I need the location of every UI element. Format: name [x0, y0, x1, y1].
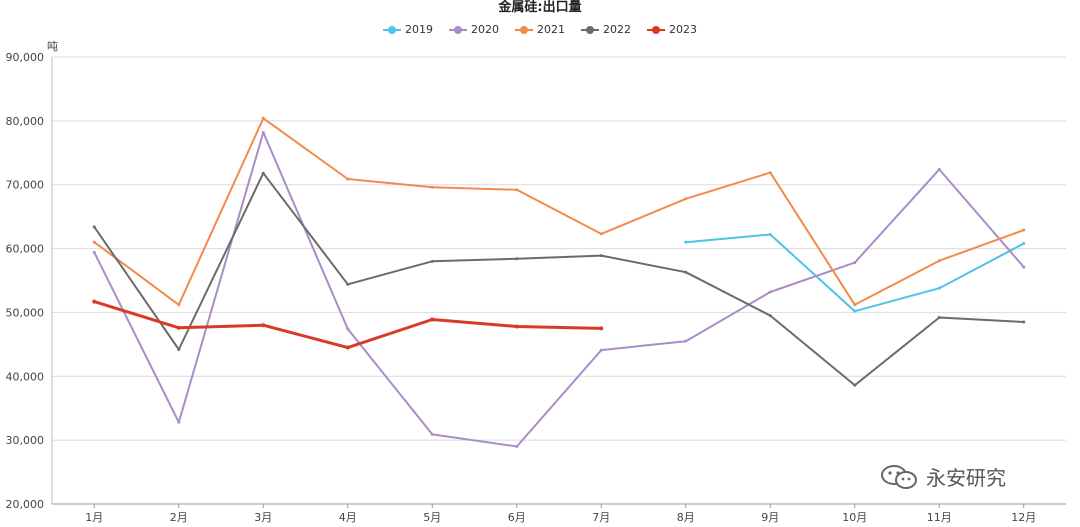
x-tick-label: 2月 [170, 511, 188, 524]
data-point-2021 [92, 240, 96, 244]
data-point-2021 [1022, 228, 1026, 232]
legend-item-2019[interactable]: 2019 [383, 23, 433, 36]
watermark-text: 永安研究 [926, 466, 1006, 490]
y-tick-label: 50,000 [6, 306, 45, 319]
data-point-2020 [346, 327, 350, 331]
y-tick-label: 60,000 [6, 243, 45, 256]
data-point-2020 [92, 250, 96, 254]
data-point-2023 [345, 345, 350, 350]
data-point-2020 [684, 339, 688, 343]
legend-swatch [383, 25, 401, 35]
y-tick-label: 70,000 [6, 179, 45, 192]
data-point-2020 [599, 348, 603, 352]
y-tick-label: 80,000 [6, 115, 45, 128]
x-tick-label: 9月 [761, 511, 779, 524]
data-point-2021 [684, 197, 688, 201]
x-tick-label: 7月 [592, 511, 610, 524]
legend-swatch [449, 25, 467, 35]
data-point-2019 [853, 309, 857, 313]
data-point-2023 [599, 326, 604, 331]
data-point-2023 [92, 299, 97, 304]
chart-title: 金属硅:出口量 [498, 0, 582, 15]
x-tick-label: 3月 [254, 511, 272, 524]
data-point-2022 [599, 254, 603, 258]
legend-label: 2022 [603, 23, 631, 36]
data-point-2021 [430, 185, 434, 189]
watermark: 永安研究 [880, 462, 1006, 491]
legend-swatch [647, 25, 665, 35]
data-point-2021 [853, 303, 857, 307]
data-point-2023 [430, 317, 435, 322]
data-point-2023 [261, 323, 266, 328]
data-point-2020 [430, 432, 434, 436]
legend-swatch [581, 25, 599, 35]
data-point-2023 [514, 324, 519, 329]
data-point-2022 [92, 225, 96, 229]
x-tick-label: 4月 [339, 511, 357, 524]
data-point-2020 [768, 290, 772, 294]
legend-label: 2023 [669, 23, 697, 36]
data-point-2022 [937, 316, 941, 320]
series-line-2022 [93, 172, 1024, 387]
legend-swatch [515, 25, 533, 35]
data-point-2020 [261, 130, 265, 134]
legend-item-2021[interactable]: 2021 [515, 23, 565, 36]
series-line-2019 [685, 233, 1025, 313]
x-tick-label: 12月 [1011, 511, 1036, 524]
data-point-2020 [853, 261, 857, 265]
series-line-2020 [93, 131, 1025, 448]
data-point-2022 [684, 270, 688, 274]
data-point-2021 [599, 232, 603, 236]
data-point-2019 [937, 286, 941, 290]
x-tick-label: 8月 [677, 511, 695, 524]
y-tick-label: 90,000 [6, 51, 45, 64]
y-tick-label: 30,000 [6, 434, 45, 447]
data-point-2022 [1022, 320, 1026, 324]
data-point-2019 [1022, 241, 1026, 245]
data-point-2020 [177, 420, 181, 424]
legend-item-2020[interactable]: 2020 [449, 23, 499, 36]
y-tick-label: 40,000 [6, 370, 45, 383]
legend-item-2023[interactable]: 2023 [647, 23, 697, 36]
data-point-2021 [261, 116, 265, 120]
data-point-2021 [768, 171, 772, 175]
data-point-2020 [937, 167, 941, 171]
data-point-2019 [684, 240, 688, 244]
data-point-2022 [261, 171, 265, 175]
data-point-2022 [430, 259, 434, 263]
data-point-2021 [937, 259, 941, 263]
data-point-2022 [515, 257, 519, 261]
x-tick-label: 11月 [927, 511, 952, 524]
x-tick-label: 1月 [85, 511, 103, 524]
series-line-2023 [93, 300, 602, 350]
legend: 2019 2020 2021 2022 2023 [0, 23, 1080, 36]
data-point-2022 [768, 314, 772, 318]
legend-label: 2021 [537, 23, 565, 36]
series-line-2021 [93, 117, 1025, 306]
data-point-2023 [176, 325, 181, 330]
data-point-2022 [177, 347, 181, 351]
y-tick-label: 20,000 [6, 498, 45, 511]
data-point-2021 [177, 303, 181, 307]
data-point-2022 [853, 383, 857, 387]
legend-item-2022[interactable]: 2022 [581, 23, 631, 36]
data-point-2020 [1022, 265, 1026, 269]
data-point-2022 [346, 282, 350, 286]
y-axis-unit-label: 吨 [47, 40, 58, 53]
x-tick-label: 5月 [423, 511, 441, 524]
data-point-2020 [515, 445, 519, 449]
legend-label: 2020 [471, 23, 499, 36]
wechat-icon [881, 464, 917, 489]
data-point-2019 [768, 233, 772, 237]
x-tick-label: 6月 [508, 511, 526, 524]
legend-label: 2019 [405, 23, 433, 36]
x-tick-label: 10月 [842, 511, 867, 524]
data-point-2021 [515, 188, 519, 192]
data-point-2021 [346, 177, 350, 181]
